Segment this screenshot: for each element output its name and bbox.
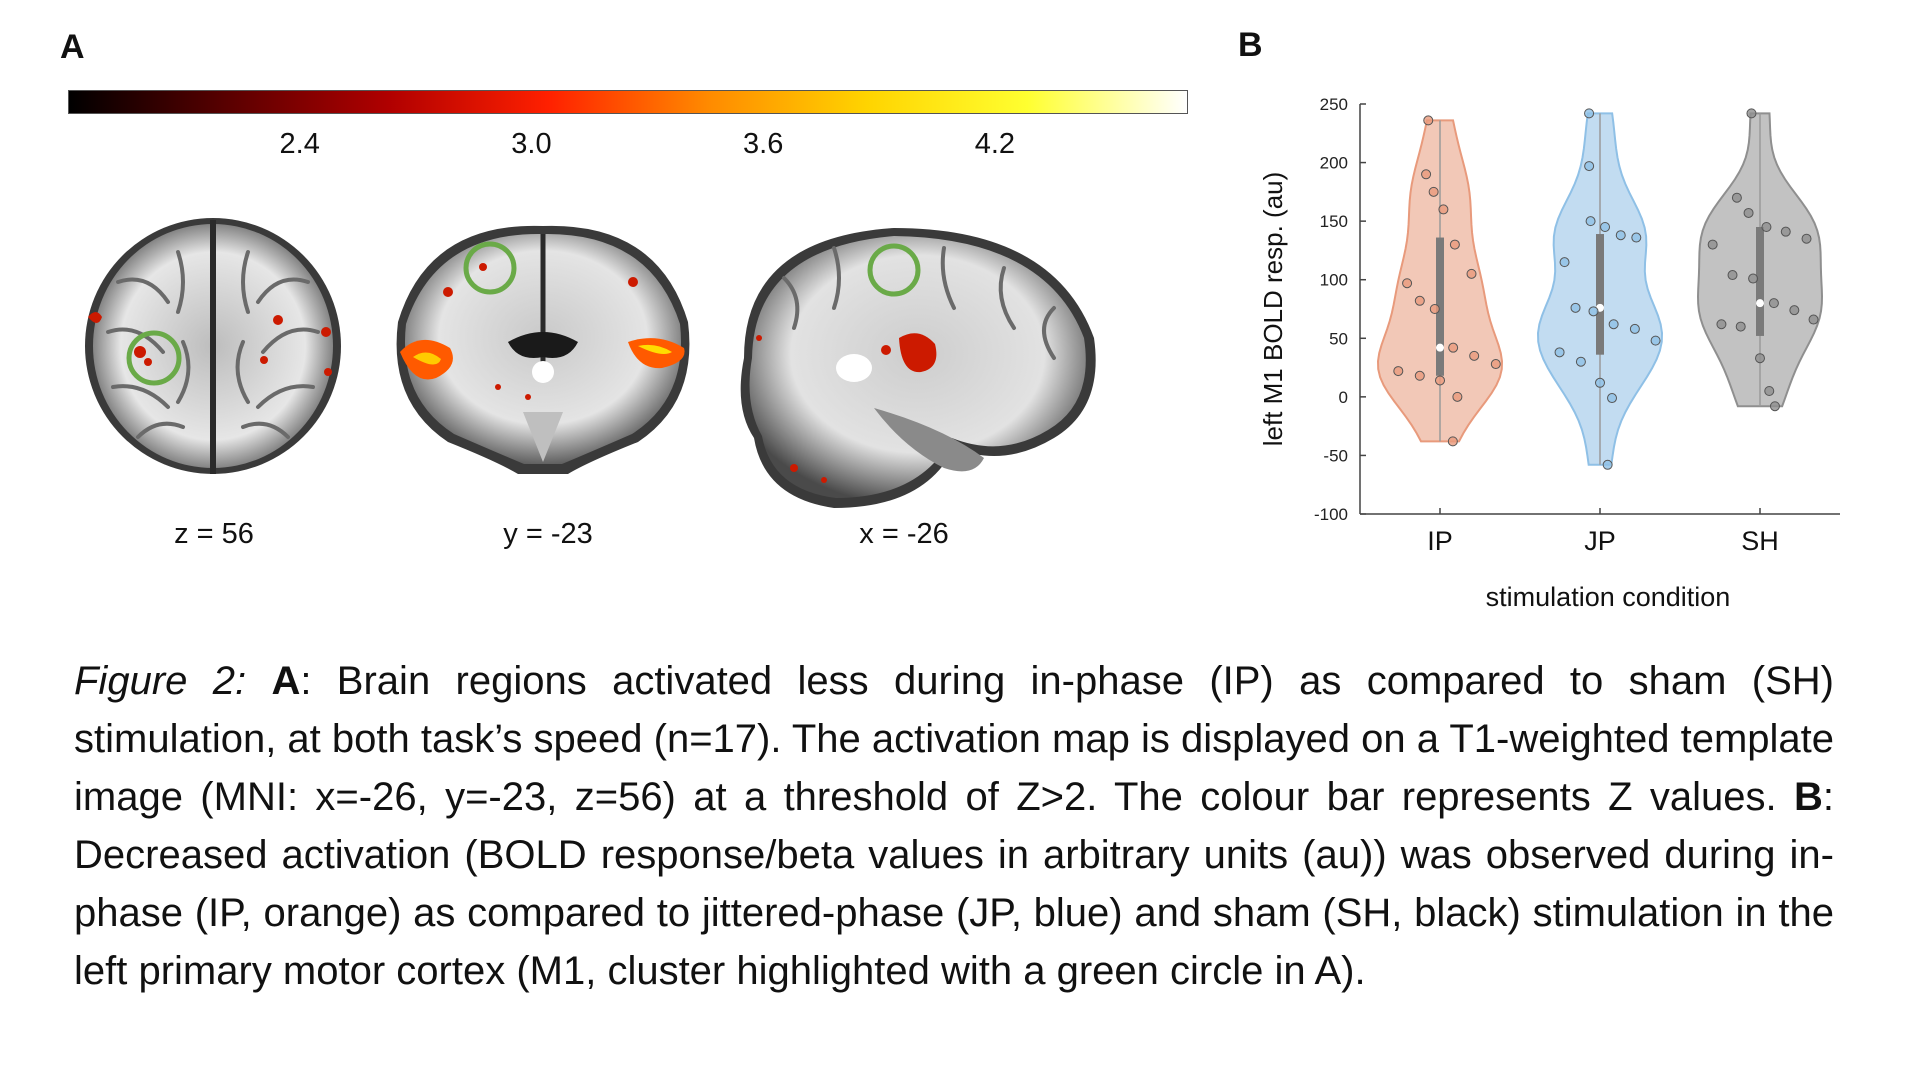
data-point [1789, 305, 1800, 316]
caption-a-text: : Brain regions activated less during in… [74, 659, 1834, 819]
data-point [1584, 161, 1595, 172]
data-point [1748, 273, 1759, 284]
data-point [1423, 115, 1434, 126]
y-tick-label: 0 [1339, 388, 1348, 407]
colorbar-tick: 3.6 [743, 128, 784, 160]
x-tick-label: SH [1741, 526, 1779, 556]
panel-b-label: B [1238, 26, 1263, 64]
colorbar-tick: 2.4 [279, 128, 320, 160]
figure-caption: Figure 2: A: Brain regions activated les… [74, 652, 1834, 1000]
data-point [1466, 268, 1477, 279]
data-point [1769, 401, 1780, 412]
data-point [1490, 359, 1501, 370]
data-point [1595, 377, 1605, 388]
coronal-brain-slice [396, 225, 690, 474]
data-point [1727, 270, 1738, 281]
data-point [1716, 319, 1727, 330]
colorbar-tick: 4.2 [974, 128, 1016, 160]
data-point [1449, 239, 1460, 250]
data-point [1554, 347, 1565, 358]
data-point [1584, 108, 1595, 119]
data-point [1588, 306, 1599, 317]
data-point [1429, 304, 1440, 314]
y-tick-label: 250 [1320, 95, 1348, 114]
data-point [1469, 350, 1480, 361]
data-point [1607, 393, 1618, 404]
z-colorbar [68, 90, 1188, 114]
data-point [1735, 321, 1746, 332]
violin-ip [1376, 115, 1504, 447]
data-point [1570, 302, 1581, 313]
violin-median [1756, 299, 1764, 308]
data-point [1608, 319, 1619, 330]
colorbar-tick: 3.0 [511, 128, 552, 160]
data-point [1780, 226, 1791, 237]
data-point [1731, 192, 1742, 203]
data-point [1575, 356, 1586, 367]
figure-number: Figure 2: [74, 659, 247, 703]
panel-a-label: A [60, 28, 85, 66]
sagittal-slice-label: x = -26 [859, 518, 949, 550]
data-point [1435, 375, 1445, 386]
data-point [1768, 298, 1779, 309]
data-point [1801, 233, 1812, 244]
y-tick-label: 100 [1320, 271, 1348, 290]
violin-iqr-box [1596, 234, 1604, 355]
x-tick-label: IP [1427, 526, 1453, 556]
violin-jp [1536, 108, 1664, 470]
y-axis-label: left M1 BOLD resp. (au) [1258, 172, 1288, 447]
x-axis-label: stimulation condition [1486, 582, 1731, 612]
y-tick-label: -100 [1314, 505, 1348, 524]
data-point [1447, 436, 1458, 447]
data-point [1393, 366, 1404, 377]
data-point [1755, 353, 1765, 364]
violin-sh [1696, 108, 1824, 412]
violin-median [1436, 343, 1444, 352]
y-tick-label: 200 [1320, 154, 1348, 173]
data-point [1764, 386, 1775, 396]
y-tick-label: -50 [1323, 446, 1348, 465]
data-point [1559, 257, 1570, 268]
data-point [1629, 323, 1640, 334]
axial-slice-label: z = 56 [174, 518, 254, 550]
data-point [1600, 222, 1611, 232]
data-point [1631, 232, 1642, 243]
caption-b-text: : Decreased activation (BOLD response/be… [74, 775, 1834, 993]
data-point [1452, 391, 1463, 402]
data-point [1808, 314, 1819, 325]
data-point [1761, 222, 1772, 232]
y-tick-label: 50 [1329, 329, 1348, 348]
axial-brain-slice [85, 218, 341, 474]
x-axis-ticks: IP JP SH [1427, 508, 1779, 556]
data-point [1438, 204, 1449, 215]
data-point [1448, 342, 1459, 353]
data-point [1650, 335, 1661, 346]
coronal-slice-label: y = -23 [503, 518, 593, 550]
data-point [1421, 169, 1432, 180]
data-point [1602, 459, 1613, 470]
data-point [1746, 108, 1757, 119]
data-point [1585, 216, 1596, 227]
data-point [1743, 207, 1754, 218]
data-point [1414, 370, 1425, 381]
data-point [1707, 239, 1718, 250]
violin-plot: -100 -50 0 50 100 150 200 250 IP JP SH left M1 BO… [1258, 95, 1840, 612]
violin-iqr-box [1436, 237, 1444, 376]
violin-iqr-box [1756, 227, 1764, 336]
data-point [1414, 295, 1425, 306]
data-point [1615, 230, 1626, 241]
data-point [1402, 278, 1413, 289]
x-tick-label: JP [1584, 526, 1616, 556]
sagittal-brain-slice [740, 228, 1096, 508]
data-point [1428, 186, 1439, 197]
caption-b-label: B [1793, 775, 1823, 819]
violins [1376, 108, 1824, 470]
y-tick-label: 150 [1320, 212, 1348, 231]
y-axis-ticks: -100 -50 0 50 100 150 200 250 [1314, 95, 1366, 524]
caption-a-label: A [271, 659, 301, 703]
